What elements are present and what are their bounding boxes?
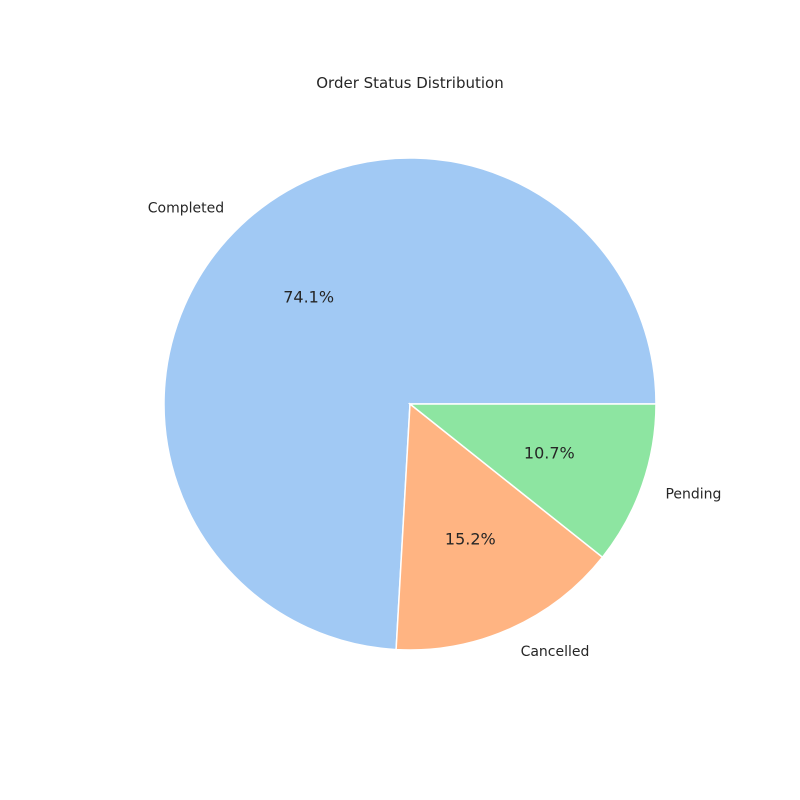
percent-label-completed: 74.1% [283,288,334,307]
pie-slice-pending [407,403,657,559]
pie-slices [163,157,657,651]
category-label-completed: Completed [148,200,224,216]
percent-label-cancelled: 15.2% [445,530,496,549]
chart-title: Order Status Distribution [316,74,503,92]
category-label-cancelled: Cancelled [521,644,590,660]
category-label-pending: Pending [665,486,721,502]
pie-slice-cancelled [395,402,604,651]
percent-label-pending: 10.7% [524,444,575,463]
pie-labels: Completed 74.1% Cancelled 15.2% Pending 10.7% [148,200,722,660]
